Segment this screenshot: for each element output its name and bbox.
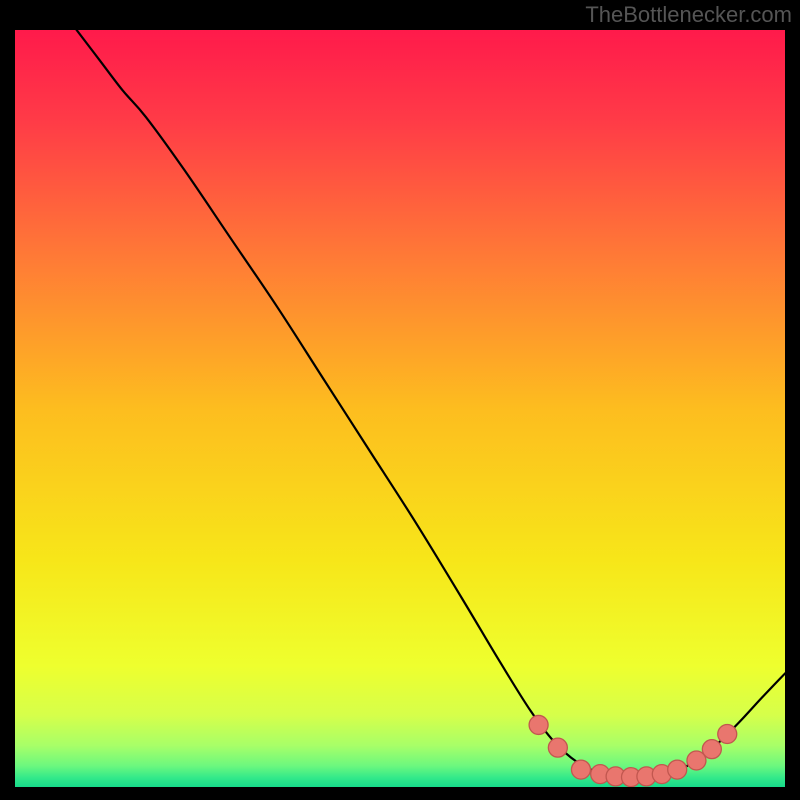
- data-marker: [702, 740, 721, 759]
- data-marker: [668, 760, 687, 779]
- data-marker: [718, 725, 737, 744]
- plot-area: [15, 30, 785, 787]
- data-marker: [548, 738, 567, 757]
- chart-stage: TheBottlenecker.com: [0, 0, 800, 800]
- plot-svg: [15, 30, 785, 787]
- gradient-background: [15, 30, 785, 787]
- data-marker: [529, 715, 548, 734]
- watermark-text: TheBottlenecker.com: [585, 2, 792, 28]
- data-marker: [571, 760, 590, 779]
